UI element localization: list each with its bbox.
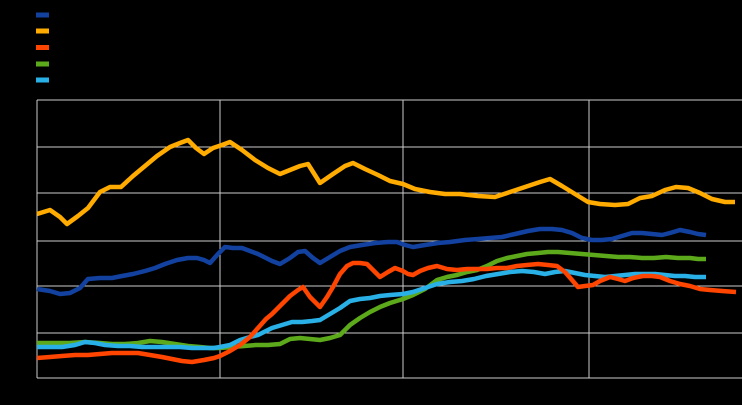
series-line-orange [36,137,735,227]
legend-swatch-series-5 [36,77,49,83]
series-line-cyan [37,268,706,351]
legend-swatch-series-3 [36,45,49,50]
legend-swatch-series-4 [36,61,49,67]
series-line-red [36,260,737,365]
series-line-green [37,249,706,351]
legend-swatch-series-1 [36,12,49,18]
series-line-blue [36,226,707,297]
legend-swatch-series-2 [36,28,49,34]
